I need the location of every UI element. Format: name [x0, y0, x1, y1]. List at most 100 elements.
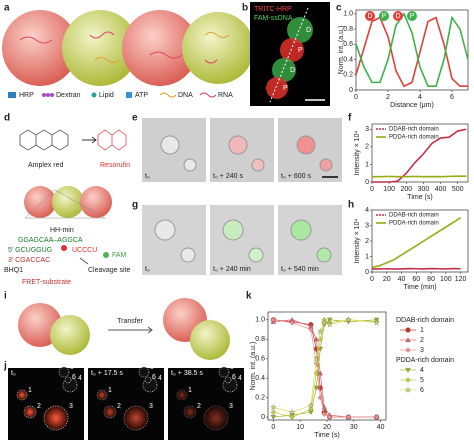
y-axis-label: Intensity × 10⁴	[354, 219, 361, 264]
x-axis-label: Distance (μm)	[390, 102, 434, 109]
data-point	[313, 385, 319, 391]
data-point	[345, 414, 352, 420]
time-label: t₀ + 540 min	[281, 266, 319, 273]
y-tick-label: 4	[365, 207, 369, 214]
data-point	[308, 326, 314, 333]
droplet-label: 2	[117, 403, 121, 410]
legend-marker	[405, 327, 411, 333]
y-tick-label: 0.8	[255, 336, 265, 343]
data-point	[374, 414, 380, 420]
panel-label: e	[132, 113, 138, 124]
droplet	[23, 405, 37, 419]
plot-frame	[371, 123, 469, 183]
y-axis-label: Norm. int. (a.u.)	[338, 26, 345, 75]
droplet-label: 1	[28, 387, 32, 394]
data-point	[313, 355, 320, 362]
time-label: t₀ + 240 s	[213, 173, 243, 180]
data-point	[345, 316, 352, 323]
domain-label: D	[367, 13, 372, 20]
droplet-label: 3	[229, 403, 233, 410]
legend-marker	[405, 377, 411, 383]
time-label: t₀ + 17.5 s	[91, 370, 123, 377]
quencher: BHQ1	[4, 267, 23, 274]
plot-frame	[267, 311, 387, 421]
legend-marker	[405, 337, 411, 343]
droplet-label: 1	[188, 387, 192, 394]
droplet	[224, 376, 232, 384]
x-tick-label: 20	[323, 424, 331, 431]
time-label: t₀	[11, 370, 16, 377]
droplet-label: 6	[72, 374, 76, 381]
droplet	[203, 405, 229, 431]
x-tick-label: 100	[440, 276, 452, 283]
domain-label: P	[382, 13, 387, 20]
y-tick-label: 0.8	[343, 26, 353, 33]
sequence: GGAGCAA–AGGCA	[18, 237, 83, 244]
molecule-name: Amplex red	[28, 162, 64, 169]
legend-title: DDAB-rich domain	[396, 317, 454, 324]
domain-label: P	[410, 13, 415, 20]
y-tick-label: 0.2	[343, 72, 353, 79]
panel-label: d	[4, 113, 10, 124]
x-tick-label: 20	[383, 276, 391, 283]
x-tick-label: 0	[354, 94, 358, 101]
legend-label: 2	[420, 337, 424, 344]
legend-marker	[405, 367, 411, 373]
time-label: t₀	[145, 266, 150, 273]
legend-marker	[405, 347, 411, 353]
data-point	[317, 336, 323, 342]
molecule-name: Resorufin	[100, 162, 130, 169]
data-point	[270, 317, 276, 323]
arrow-label: Transfer	[117, 318, 143, 325]
channel-label: FAM-ssDNA	[254, 15, 293, 22]
legend-label: 4	[420, 367, 424, 374]
droplet	[123, 405, 149, 431]
y-tick-label: 0.2	[255, 394, 265, 401]
legend-label: 6	[420, 387, 424, 394]
data-point	[327, 317, 333, 323]
data-point	[289, 414, 295, 420]
y-tick-label: 0	[365, 269, 369, 276]
y-tick-label: 3	[365, 222, 369, 229]
domain-label: P	[298, 47, 303, 54]
x-tick-label: 4	[418, 94, 422, 101]
droplet-label: 2	[37, 403, 41, 410]
panel-label: j	[3, 361, 7, 372]
x-tick-label: 0	[370, 186, 374, 193]
droplet	[64, 376, 72, 384]
droplet-label: 5	[150, 364, 154, 371]
droplet	[58, 366, 70, 378]
domain-marker	[379, 11, 389, 21]
data-point	[321, 411, 327, 417]
domain-label: D	[306, 27, 311, 34]
droplet-label: 5	[230, 364, 234, 371]
data-point	[373, 319, 380, 326]
x-tick-label: 40	[377, 424, 385, 431]
data-point	[317, 370, 323, 376]
x-tick-label: 200	[400, 186, 412, 193]
droplet-label: 4	[238, 375, 242, 382]
panel-g: t₀ t₀ + 240 min t₀ + 540 min	[142, 205, 342, 275]
time-label: t₀ + 240 min	[213, 266, 251, 273]
legend-marker	[404, 386, 412, 393]
x-tick-label: 40	[398, 276, 406, 283]
x-tick-label: 6	[450, 94, 454, 101]
legend-label: 3	[420, 347, 424, 354]
x-axis-label: Time (s)	[407, 194, 432, 201]
droplet-label: 6	[152, 374, 156, 381]
y-tick-label: 2	[365, 144, 369, 151]
data-point	[270, 415, 277, 420]
series-line	[273, 319, 377, 413]
data-point	[289, 320, 295, 326]
droplet	[183, 405, 197, 419]
droplet	[103, 405, 117, 419]
y-tick-label: 0.4	[343, 56, 353, 63]
series-line	[273, 319, 377, 418]
droplet-label: 5	[70, 364, 74, 371]
panel-b: TRITC-HRP FAM-ssDNA D P D P	[250, 2, 330, 106]
panel-a: HRP Dextran Lipid ATP DNA RNA	[2, 10, 254, 99]
droplet	[16, 389, 28, 401]
plot-frame	[355, 9, 469, 91]
droplet	[138, 366, 150, 378]
